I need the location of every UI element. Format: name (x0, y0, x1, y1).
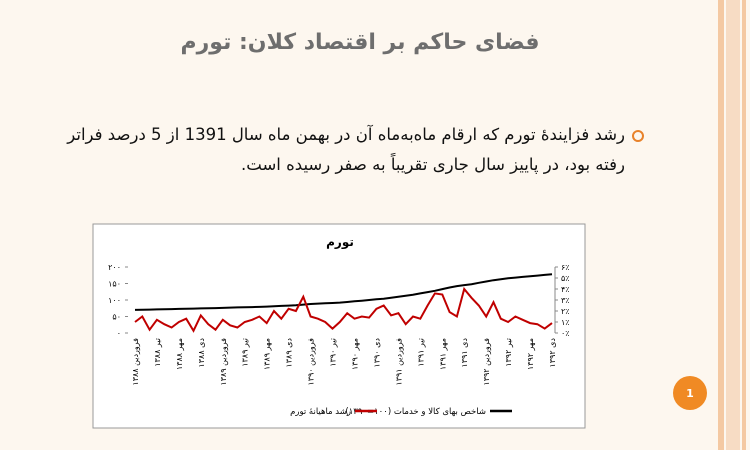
x-tick-label: تیر ۱۳۹۲ (504, 338, 513, 367)
x-tick-label: مهر ۱۳۸۸ (175, 338, 184, 370)
x-tick-label: تیر ۱۳۸۸ (153, 338, 162, 367)
border-stripe (726, 0, 740, 450)
x-tick-label: دی ۱۳۸۹ (285, 338, 294, 368)
y-tick-label: ۰ (117, 329, 121, 338)
y-tick-label: ۵۰ (112, 313, 121, 322)
y2-tick-label: ۰٪ (561, 329, 570, 338)
page-number: 1 (686, 387, 694, 400)
series-line (134, 273, 553, 311)
y2-tick-label: ۲٪ (561, 307, 570, 316)
x-tick-label: دی ۱۳۹۱ (460, 338, 469, 368)
x-tick-label: مهر ۱۳۹۲ (526, 338, 535, 370)
slide-title: فضای حاکم بر اقتصاد کلان: تورم (180, 30, 540, 55)
legend-label: شاخص بهای کالا و خدمات (۱۰۰=۱۳۹۰) (345, 407, 486, 417)
y2-tick-label: ۳٪ (561, 296, 570, 305)
x-tick-label: مهر ۱۳۹۱ (438, 338, 447, 370)
y2-tick-label: ۵٪ (561, 274, 570, 283)
x-tick-label: دی ۱۳۹۰ (372, 338, 381, 368)
x-tick-label: فروردین ۱۳۹۱ (394, 338, 403, 386)
x-tick-label: دی ۱۳۹۲ (548, 338, 557, 368)
border-stripe (742, 0, 746, 450)
border-stripe (718, 0, 724, 450)
y2-tick-label: ۱٪ (561, 318, 570, 327)
page-badge (673, 376, 707, 410)
x-tick-label: فروردین ۱۳۹۰ (307, 338, 316, 386)
y2-tick-label: ۴٪ (561, 285, 570, 294)
y2-tick-label: ۶٪ (561, 263, 570, 272)
x-tick-label: فروردین ۱۳۹۲ (482, 338, 491, 386)
x-tick-label: تیر ۱۳۹۱ (416, 338, 425, 367)
x-tick-label: تیر ۱۳۸۹ (241, 338, 250, 367)
chart-title: تورم (326, 235, 354, 250)
bullet-text: رشد فزایندهٔ تورم که ارقام ماه‌به‌ماه آن… (67, 125, 625, 174)
x-tick-label: مهر ۱۳۹۰ (350, 338, 359, 370)
x-tick-label: فروردین ۱۳۸۸ (131, 338, 140, 386)
x-tick-label: تیر ۱۳۹۰ (329, 338, 338, 367)
y-tick-label: ۱۰۰ (108, 296, 121, 305)
x-tick-label: فروردین ۱۳۸۹ (219, 338, 228, 386)
x-tick-label: مهر ۱۳۸۹ (263, 338, 272, 370)
bullet-marker (632, 130, 644, 142)
legend-label: رشد ماهیانهٔ تورم (290, 407, 351, 417)
series-line (134, 286, 553, 333)
x-tick-label: دی ۱۳۸۸ (197, 338, 206, 368)
y-tick-label: ۱۵۰ (108, 280, 121, 289)
y-tick-label: ۲۰۰ (108, 263, 121, 272)
